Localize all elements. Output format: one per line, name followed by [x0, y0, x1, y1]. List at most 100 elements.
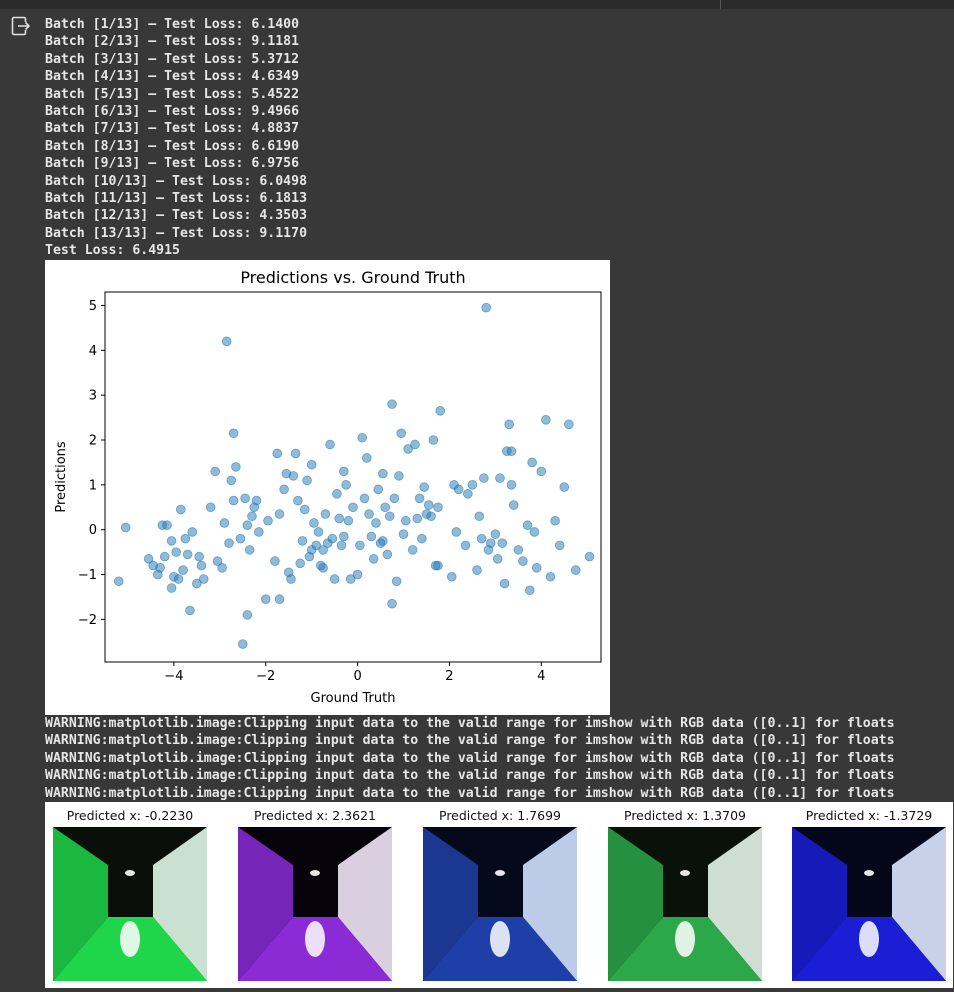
data-point — [306, 545, 317, 555]
data-point — [506, 480, 517, 490]
data-point — [479, 473, 489, 483]
data-point — [272, 448, 283, 459]
data-point — [247, 511, 257, 522]
data-point — [355, 540, 365, 551]
data-point — [309, 518, 319, 528]
y-tick-label: 0 — [89, 523, 97, 538]
data-point — [371, 518, 381, 528]
log-line: Batch [5/13] – Test Loss: 5.4522 — [45, 86, 300, 102]
data-point — [453, 484, 464, 495]
data-point — [244, 545, 255, 555]
data-point — [513, 545, 524, 555]
data-point — [373, 484, 384, 495]
data-point — [318, 563, 328, 573]
thumbnail: Predicted x: 1.3709 — [605, 802, 765, 988]
y-tick-label: 4 — [89, 344, 97, 359]
data-point — [228, 428, 239, 439]
log-line: Batch [2/13] – Test Loss: 9.1181 — [45, 34, 300, 50]
log-line: Batch [3/13] – Test Loss: 5.3712 — [45, 51, 300, 67]
x-tick-label: 0 — [353, 669, 361, 684]
data-point — [554, 540, 565, 551]
data-point — [564, 419, 574, 430]
data-point — [366, 531, 377, 542]
data-point — [435, 406, 446, 416]
data-point — [536, 466, 547, 477]
data-point — [175, 504, 186, 515]
x-axis-label: Ground Truth — [311, 691, 396, 706]
data-point — [412, 513, 423, 524]
output-exit-icon[interactable] — [11, 16, 31, 36]
thumbnail-caption: Predicted x: 1.7699 — [439, 808, 561, 823]
data-point — [467, 480, 478, 490]
data-point — [476, 533, 487, 544]
output-log: Batch [1/13] – Test Loss: 6.1400 Batch [2… — [45, 16, 307, 260]
data-point — [417, 533, 427, 544]
log-line: Batch [8/13] – Test Loss: 6.6190 — [45, 138, 300, 154]
scatter-plot-svg: Predictions vs. Ground Truth −4 −2 0 2 4 −2 −1 0… — [54, 268, 602, 706]
data-point — [212, 556, 223, 566]
data-point — [180, 533, 191, 544]
data-point — [490, 529, 501, 539]
data-point — [361, 453, 372, 463]
data-point — [545, 571, 556, 582]
data-point — [410, 439, 420, 450]
data-point — [433, 560, 443, 571]
data-point — [518, 556, 528, 566]
data-point — [336, 540, 347, 551]
data-point — [260, 594, 271, 605]
data-point — [364, 509, 374, 519]
data-point — [205, 502, 216, 513]
warning-line: WARNING:matplotlib.image:Clipping input … — [45, 750, 895, 766]
data-point — [522, 520, 533, 531]
data-point — [446, 571, 457, 582]
data-point — [231, 462, 241, 472]
data-point — [348, 502, 358, 513]
data-point — [495, 473, 505, 483]
data-point — [242, 610, 253, 620]
data-point — [318, 545, 328, 555]
data-point — [295, 558, 305, 569]
data-point — [508, 500, 519, 510]
log-line: Batch [7/13] – Test Loss: 4.8837 — [45, 121, 300, 137]
data-point — [387, 399, 397, 409]
data-point — [339, 466, 349, 477]
data-point — [426, 511, 436, 522]
log-line: Batch [4/13] – Test Loss: 4.6349 — [45, 69, 300, 85]
warning-log: WARNING:matplotlib.image:Clipping input … — [45, 715, 954, 802]
data-point — [313, 527, 324, 537]
data-point — [550, 515, 560, 526]
data-point — [120, 522, 131, 533]
data-point — [306, 459, 317, 470]
data-point — [497, 538, 508, 548]
data-point — [237, 639, 248, 649]
thumbnail: Predicted x: 2.3621 — [235, 802, 395, 988]
data-point — [334, 513, 345, 524]
data-point — [506, 446, 517, 457]
data-point — [286, 574, 296, 584]
data-point — [113, 576, 124, 587]
data-point — [584, 551, 595, 562]
plot-frame — [104, 291, 602, 663]
data-point — [235, 533, 246, 544]
data-point — [531, 563, 542, 573]
data-point — [394, 471, 404, 481]
data-point — [380, 502, 390, 513]
data-point — [299, 504, 310, 515]
data-point — [221, 336, 232, 347]
data-point — [419, 482, 429, 492]
data-point — [270, 556, 280, 566]
data-point — [302, 475, 312, 486]
data-point — [185, 605, 195, 616]
log-line: Batch [6/13] – Test Loss: 9.4966 — [45, 104, 300, 120]
data-point — [290, 448, 301, 459]
warning-line: WARNING:matplotlib.image:Clipping input … — [45, 785, 895, 801]
y-tick-label: −1 — [78, 568, 97, 583]
data-point — [192, 578, 202, 589]
data-point — [194, 551, 204, 562]
data-point — [529, 527, 540, 537]
data-point — [325, 439, 335, 450]
data-point — [341, 480, 351, 490]
log-line: Batch [12/13] – Test Loss: 4.3503 — [45, 208, 308, 224]
data-point — [155, 563, 165, 573]
data-point — [293, 495, 303, 506]
